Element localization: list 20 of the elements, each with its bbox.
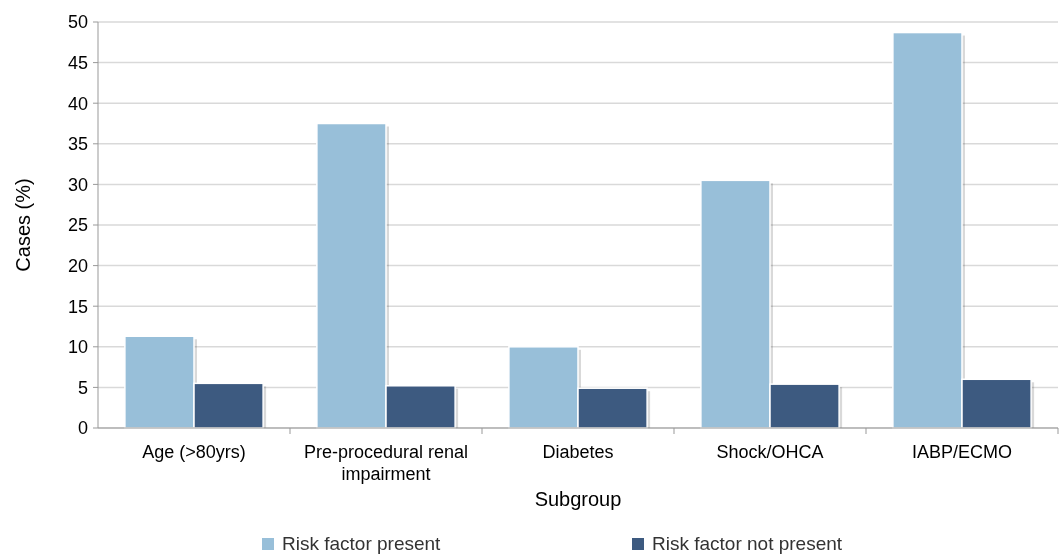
y-tick-label: 20 [67, 255, 88, 276]
x-axis-title: Subgroup [534, 488, 622, 510]
y-tick-label: 30 [67, 174, 88, 195]
y-tick-label: 10 [67, 337, 88, 358]
x-tick-label: Age (>80yrs) [142, 442, 246, 462]
y-axis-title: Cases (%) [12, 178, 34, 272]
legend-label: Risk factor not present [652, 533, 843, 554]
y-tick-label: 0 [77, 418, 88, 439]
y-tick-label: 40 [67, 93, 88, 114]
y-tick-label: 5 [77, 377, 88, 398]
y-tick-label: 50 [67, 12, 88, 33]
x-tick-label: Pre-procedural renal impairment [303, 442, 469, 484]
y-tick-label: 45 [67, 52, 88, 73]
x-tick-label: Shock/OHCA [716, 442, 824, 462]
legend-label: Risk factor present [282, 533, 442, 554]
x-tick-label: Diabetes [542, 442, 614, 462]
y-tick-label: 35 [67, 134, 88, 155]
x-tick-label: IABP/ECMO [911, 442, 1013, 462]
y-tick-label: 25 [67, 215, 88, 236]
y-tick-label: 15 [67, 296, 88, 317]
